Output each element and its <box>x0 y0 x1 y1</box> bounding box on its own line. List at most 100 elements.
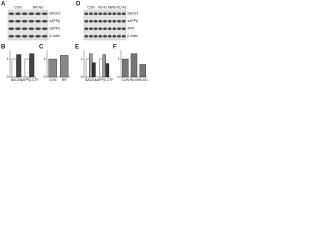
y-tick-label: 1 <box>118 57 120 61</box>
blot-band <box>117 12 121 16</box>
blot-band <box>93 34 98 38</box>
page: {"blots": [ {"label": "A", "lanes": ["CO… <box>0 0 150 85</box>
blot-band <box>98 27 103 31</box>
blot-band <box>8 12 15 16</box>
blot-band <box>28 19 35 23</box>
blot-band <box>41 27 48 31</box>
row-label: APP <box>128 27 136 31</box>
y-tick-label: 1 <box>44 57 46 61</box>
blot-band <box>112 34 117 38</box>
x-tick-label: CON <box>49 78 57 82</box>
blot-band <box>112 27 117 31</box>
lane-label: RR-NS <box>33 5 44 9</box>
blot-band <box>112 12 117 16</box>
blot-band <box>21 27 28 31</box>
blot-band <box>8 19 15 23</box>
bar <box>24 58 30 78</box>
blot-band <box>89 12 93 16</box>
bar <box>92 62 96 78</box>
row-label: BACE1 <box>50 12 61 16</box>
blot-band <box>15 19 21 23</box>
x-tick-label: Rb-KD <box>138 78 149 82</box>
blot-band <box>8 27 15 31</box>
x-tick-label: sAPPβ-CTF <box>20 78 38 82</box>
bar <box>48 58 57 78</box>
panel-label: E <box>75 45 79 51</box>
y-tick-label: 0 <box>7 75 9 79</box>
blot-band <box>103 27 107 31</box>
x-tick-label: RR <box>62 78 67 82</box>
blot-band <box>112 19 117 23</box>
blot-band <box>89 19 93 23</box>
blot-band <box>117 19 121 23</box>
blot-band <box>15 27 21 31</box>
blot-band <box>121 27 126 31</box>
bar <box>102 54 106 78</box>
bar <box>130 53 138 78</box>
y-tick-label: 0 <box>81 75 83 79</box>
blot-band <box>41 12 48 16</box>
panel-label: C <box>39 45 44 51</box>
bar <box>85 58 90 78</box>
x-tick-label: BACE1 <box>85 78 96 82</box>
blot-band <box>103 12 107 16</box>
blot-band <box>84 34 89 38</box>
blot-band <box>93 12 98 16</box>
blot-band <box>89 34 93 38</box>
bar <box>139 64 146 78</box>
blot-band <box>93 27 98 31</box>
blot-band <box>98 12 103 16</box>
blot-band <box>84 12 89 16</box>
blot-background <box>7 9 49 41</box>
blot-band <box>35 34 41 38</box>
blot-band <box>107 34 112 38</box>
blot-band <box>93 19 98 23</box>
blot-band <box>15 34 21 38</box>
bar <box>16 54 22 78</box>
panel-label: D <box>76 2 81 8</box>
blot-band <box>21 12 28 16</box>
y-tick-label: 1 <box>7 57 9 61</box>
x-tick-label: Rb-KI <box>130 78 139 82</box>
blot-band <box>35 12 41 16</box>
bar <box>11 58 17 78</box>
blot-band <box>121 19 126 23</box>
blot-band <box>35 19 41 23</box>
row-label: β-Actin <box>50 34 61 38</box>
blot-band <box>98 34 103 38</box>
blot-band <box>98 19 103 23</box>
bar <box>99 58 103 78</box>
blot-band <box>28 12 35 16</box>
panel-label: A <box>1 2 6 8</box>
panel-label: B <box>1 45 6 51</box>
blot-band <box>117 27 121 31</box>
blot-band <box>121 12 126 16</box>
blot-band <box>103 19 107 23</box>
row-label: sAPPβ <box>50 19 60 23</box>
bar <box>89 53 93 78</box>
blot-band <box>41 19 48 23</box>
bar <box>29 53 35 78</box>
blot-band <box>121 34 126 38</box>
panel-label: F <box>113 45 117 51</box>
bar <box>60 55 69 78</box>
row-label: sAPPα <box>50 27 60 31</box>
blot-band <box>35 27 41 31</box>
lane-label: Rb-KD Ab <box>111 5 126 9</box>
bar <box>122 58 129 78</box>
lane-label: Rb-KI Ab <box>98 5 112 9</box>
lane-label: CON <box>87 5 95 9</box>
blot-band <box>107 27 112 31</box>
bar <box>105 63 110 78</box>
y-tick-label: 0 <box>118 75 120 79</box>
x-tick-label: BACE1 <box>11 78 22 82</box>
lane-label: CON <box>14 5 22 9</box>
y-tick-label: 0 <box>44 75 46 79</box>
blot-band <box>21 19 28 23</box>
blot-band <box>107 12 112 16</box>
blot-band <box>89 27 93 31</box>
blot-band <box>84 19 89 23</box>
x-tick-label: sAPPβ-CTF <box>95 78 113 82</box>
blot-band <box>41 34 48 38</box>
